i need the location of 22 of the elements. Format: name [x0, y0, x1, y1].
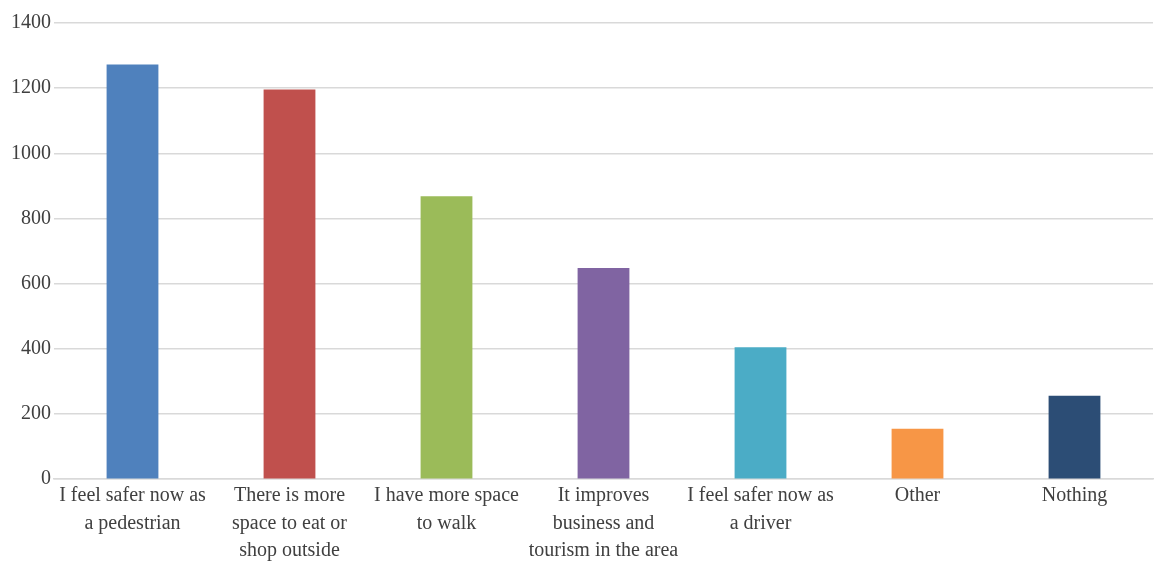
bar	[106, 64, 159, 479]
bar	[577, 268, 630, 479]
y-tick-label: 1000	[11, 140, 51, 163]
x-tick-label: I feel safer now as a pedestrian	[59, 483, 207, 534]
y-tick-label: 600	[21, 270, 51, 293]
y-tick-label: 1400	[11, 10, 51, 33]
y-tick-label: 200	[21, 401, 51, 424]
y-tick-label: 800	[21, 205, 51, 228]
x-tick-label: Nothing	[1041, 483, 1108, 507]
x-tick-label: I feel safer now as a driver	[687, 483, 835, 533]
bar	[891, 428, 944, 479]
y-tick-label: 400	[21, 336, 51, 359]
bar	[1048, 395, 1101, 479]
x-tick-label: Other	[894, 483, 941, 506]
y-tick-label: 1200	[11, 75, 51, 98]
x-tick-label: It improves business and tourism in the area	[528, 483, 679, 561]
bar	[734, 347, 787, 479]
x-tick-label: I have more space to walk	[374, 483, 520, 533]
x-tick-label: There is more space to eat or shop outside	[232, 483, 348, 562]
y-tick-label: 0	[41, 466, 51, 489]
bar	[263, 89, 316, 479]
bar	[420, 196, 473, 479]
